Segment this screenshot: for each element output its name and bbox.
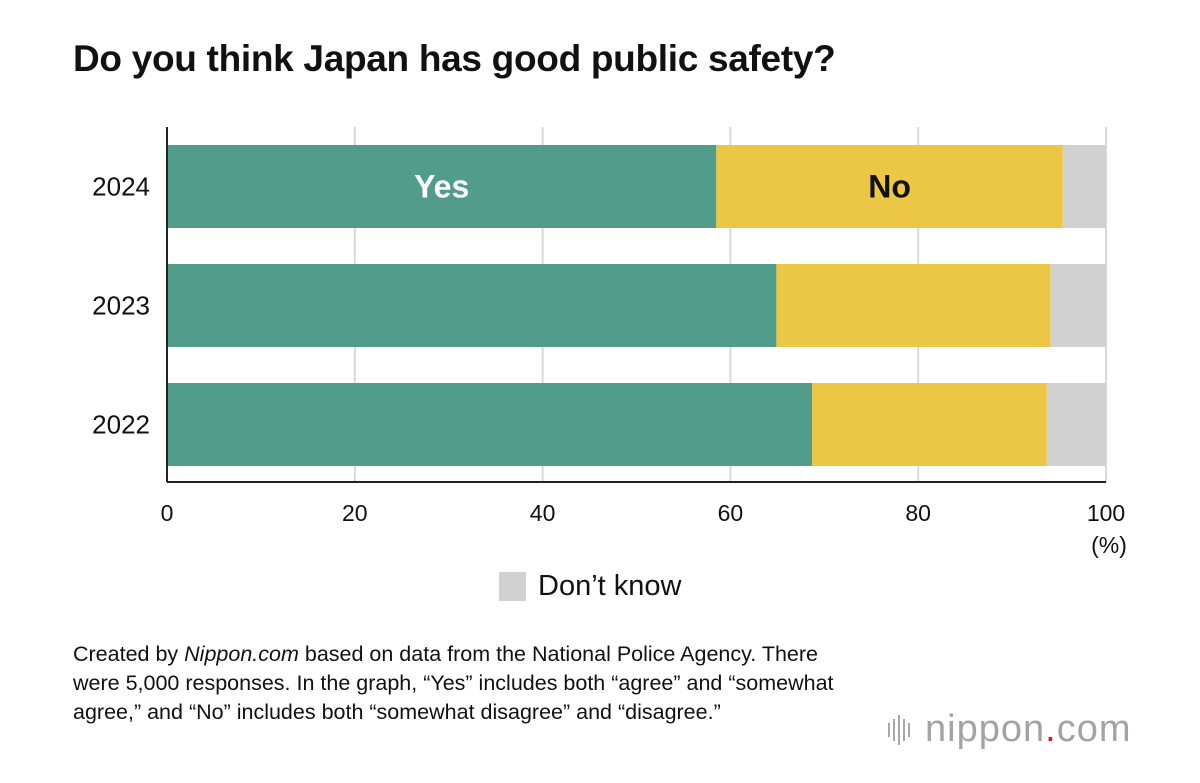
bar-2022-don-t-know: [1046, 383, 1106, 466]
axes: 0 20 40 60 80 100 (%) 2024 2023 2022: [92, 127, 1127, 558]
x-axis-unit: (%): [1091, 532, 1127, 558]
x-tick-label-40: 40: [530, 500, 556, 526]
y-category-label-2024: 2024: [92, 172, 150, 202]
note-source-name: Nippon.com: [184, 642, 299, 666]
legend-label-dont-know: Don’t know: [538, 570, 682, 602]
bar-2024-no: [716, 145, 1063, 228]
legend: Don’t know: [499, 570, 681, 603]
note-body: based on data from the National Police A…: [73, 642, 834, 724]
x-tick-label-20: 20: [342, 500, 368, 526]
x-tick-label-80: 80: [905, 500, 931, 526]
x-tick-label-0: 0: [161, 500, 174, 526]
y-category-label-2023: 2023: [92, 291, 150, 321]
x-tick-label-60: 60: [718, 500, 744, 526]
bar-2022-yes: [167, 383, 813, 466]
bar-label-no: No: [868, 169, 911, 205]
bar-2023-don-t-know: [1050, 264, 1106, 347]
bars: Yes No: [167, 145, 1106, 466]
source-note: Created by Nippon.com based on data from…: [73, 640, 863, 727]
stacked-bar-chart: Yes No 0 20 40 60 80 100 (%) 2024 2023 2022: [92, 127, 1127, 558]
note-prefix: Created by: [73, 642, 185, 666]
chart-title: Do you think Japan has good public safet…: [73, 38, 836, 79]
logo-bars-icon: [888, 714, 913, 745]
bar-2023-yes: [167, 264, 777, 347]
bar-2024-don-t-know: [1062, 145, 1106, 228]
bar-2024-yes: [167, 145, 717, 228]
legend-swatch-dont-know: [499, 572, 526, 601]
bar-label-yes: Yes: [414, 169, 469, 205]
bar-2022-no: [812, 383, 1047, 466]
x-tick-label-100: 100: [1087, 500, 1125, 526]
bar-2023-no: [776, 264, 1051, 347]
y-category-label-2022: 2022: [92, 410, 150, 440]
logo-text: nippon.com: [925, 708, 1132, 750]
nippon-logo: nippon.com: [888, 708, 1131, 751]
